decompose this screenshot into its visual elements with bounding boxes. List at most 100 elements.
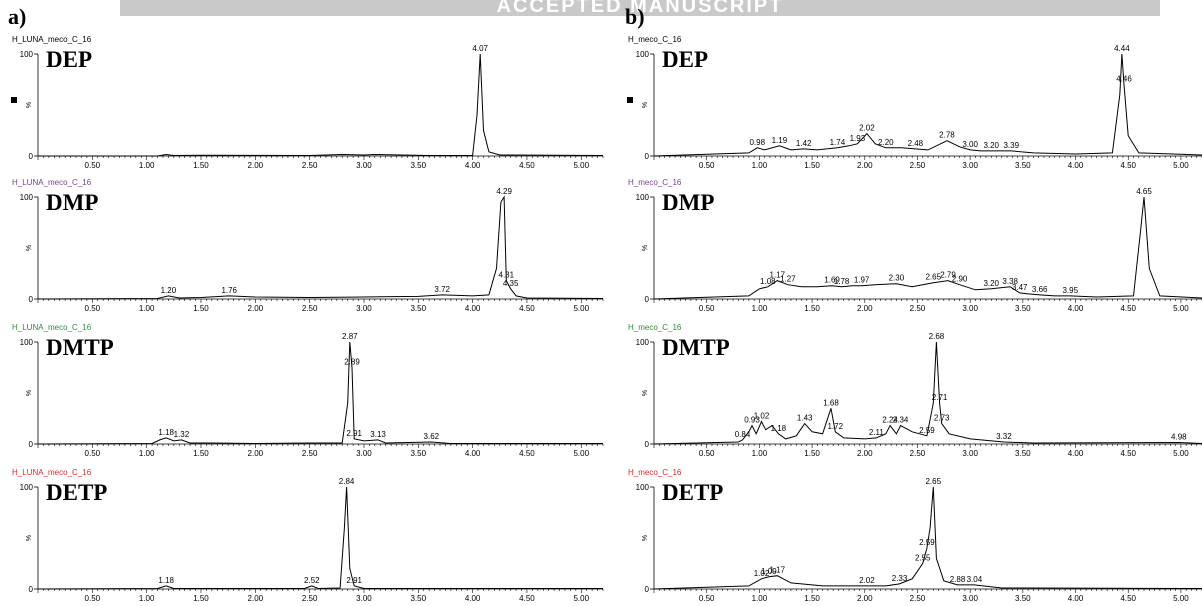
chart-a-dmtp-x-tick-label: 1.00	[139, 449, 155, 458]
chart-b-dmp-x-tick-label: 2.00	[857, 304, 873, 313]
chart-b-dep-peak-label: 1.42	[796, 139, 812, 148]
chart-a-dep-x-tick-label: 4.00	[465, 161, 481, 170]
chart-b-dep-x-tick-label: 1.50	[804, 161, 820, 170]
chart-a-detp-y-axis-unit: %	[26, 535, 33, 541]
chart-a-detp-compound-label: DETP	[46, 480, 107, 505]
chart-b-detp-peak-label: 1.09	[761, 567, 777, 576]
chart-b-detp: H_meco_C_16 DETP 100% 0 0.50 1.00 1.50 2.00 2.50…	[628, 468, 1202, 603]
chart-a-dep-trace	[38, 53, 604, 157]
panel-letter-b: b)	[625, 4, 645, 29]
chart-b-dep-y-tick-label-top: 100	[636, 50, 650, 59]
chart-a-dep-compound-label: DEP	[46, 47, 92, 72]
chart-a-dmtp-y-tick-label-bottom: 0	[29, 440, 34, 449]
chart-b-dmtp-x-tick-label: 4.50	[1120, 449, 1136, 458]
chart-b-dep-peak-label: 2.78	[939, 131, 955, 140]
chart-b-detp-y-axis-unit: %	[642, 535, 649, 541]
chart-b-dmp-y-axis-unit: %	[642, 245, 649, 251]
chart-a-dep-x-tick-label: 1.50	[193, 161, 209, 170]
chart-b-detp-x-tick-label: 1.50	[804, 594, 820, 603]
chart-a-dmtp-x-tick-label: 4.50	[519, 449, 535, 458]
chart-b-dmp-peak-label: 3.47	[1012, 283, 1028, 292]
chart-a-dmtp-peak-label: 1.32	[174, 430, 190, 439]
chart-a-dmtp-x-tick-label: 2.00	[248, 449, 264, 458]
chart-a-dep-x-tick-label: 3.00	[356, 161, 372, 170]
chart-a-dmtp-trace	[37, 341, 603, 445]
chart-b-dmtp-peak-label: 0.84	[735, 430, 751, 439]
chart-b-dmtp-peak-label: 1.02	[754, 412, 770, 421]
chart-b-dmtp-peak-label: 1.72	[827, 422, 843, 431]
chart-a-dep-x-tick-label: 3.50	[410, 161, 426, 170]
chart-a-dmtp-compound-label: DMTP	[46, 335, 114, 360]
chart-b-dmp-x-tick-label: 4.00	[1068, 304, 1084, 313]
watermark-banner: ACCEPTED MANUSCRIPT	[120, 0, 1160, 16]
chart-b-dep-peak-label: 2.02	[859, 124, 875, 133]
chart-a-dmtp-y-axis-unit: %	[26, 390, 33, 396]
chart-b-dmp-trace	[653, 196, 1202, 300]
chart-b-dmp-x-tick-label: 3.00	[962, 304, 978, 313]
chart-a-detp-x-tick-label: 4.00	[465, 594, 481, 603]
chart-a-dmtp-x-tick-label: 2.50	[302, 449, 318, 458]
chart-a-detp: H_LUNA_meco_C_16 DETP 100% 0 0.50 1.00 1.50 2.0…	[12, 468, 604, 603]
chart-b-dmtp-x-tick-label: 3.00	[962, 449, 978, 458]
chart-a-detp-x-tick-label: 5.00	[573, 594, 589, 603]
chart-b-dep-x-tick-label: 4.00	[1068, 161, 1084, 170]
chart-a-dep-y-tick-label-top: 100	[20, 50, 34, 59]
chart-b-detp-x-tick-label: 4.00	[1068, 594, 1084, 603]
chart-b-dmp-x-tick-label: 4.50	[1120, 304, 1136, 313]
chart-a-dep: H_LUNA_meco_C_16 DEP 100% 0 0.50 1.00 1.50 2.00…	[11, 35, 604, 170]
chart-a-dmp-y-axis-unit: %	[26, 245, 33, 251]
chart-a-dmp-x-tick-label: 3.50	[410, 304, 426, 313]
chart-b-dmtp-x-tick-label: 2.00	[857, 449, 873, 458]
chart-b-dmtp-peak-label: 1.43	[797, 414, 813, 423]
chart-a-dmtp-x-tick-label: 0.50	[85, 449, 101, 458]
chart-b-dmtp-peak-label: 2.34	[893, 416, 909, 425]
chart-b-dmp-peak-label: 1.17	[770, 271, 786, 280]
chart-a-detp-peak-label: 1.18	[158, 576, 174, 585]
chart-b-dep-x-tick-label: 3.00	[962, 161, 978, 170]
chart-a-detp-x-tick-label: 4.50	[519, 594, 535, 603]
chart-b-dep-trace-label: H_meco_C_16	[628, 35, 682, 44]
chart-b-dmp-x-tick-label: 1.50	[804, 304, 820, 313]
chart-a-dmp-x-tick-label: 1.00	[139, 304, 155, 313]
chart-b-dep-peak-label: 1.93	[850, 134, 866, 143]
chart-a-dmp-x-tick-label: 2.50	[302, 304, 318, 313]
chart-b-dmtp-peak-label: 2.59	[919, 426, 935, 435]
chart-b-detp-x-tick-label: 2.00	[857, 594, 873, 603]
chart-b-detp-x-tick-label: 2.50	[910, 594, 926, 603]
chart-b-dmtp-x-tick-label: 4.00	[1068, 449, 1084, 458]
chart-b-dmp-peak-label: 2.79	[940, 271, 956, 280]
chart-a-detp-x-tick-label: 2.00	[248, 594, 264, 603]
chart-a-dmtp-y-tick-label-top: 100	[20, 338, 34, 347]
chart-b-dep-peak-label: 2.48	[908, 139, 924, 148]
chart-a-dmtp-peak-label: 3.13	[370, 430, 386, 439]
chart-a-dmtp-x-tick-label: 1.50	[193, 449, 209, 458]
chart-b-dep-marker	[627, 97, 633, 103]
chart-a-dmp-trace-label: H_LUNA_meco_C_16	[12, 178, 92, 187]
chart-b-detp-trace	[653, 486, 1202, 590]
chart-a-dmp-peak-label: 1.20	[161, 286, 177, 295]
chart-b-dmp-compound-label: DMP	[662, 190, 714, 215]
chart-b-dmp-peak-label: 2.65	[925, 273, 941, 282]
chart-a-dep-x-tick-label: 1.00	[139, 161, 155, 170]
chart-a-dmtp-peak-label: 3.62	[424, 432, 440, 441]
chart-a-dmp-peak-label: 4.35	[503, 279, 519, 288]
chart-b-detp-peak-label: 2.55	[915, 554, 931, 563]
chart-b-dmp-peak-label: 1.97	[854, 276, 870, 285]
chart-a-dmtp-x-tick-label: 3.50	[410, 449, 426, 458]
chart-a-dmp-x-tick-label: 0.50	[85, 304, 101, 313]
chart-a-dmtp-peak-label: 1.18	[158, 428, 174, 437]
chart-b-detp-x-tick-label: 1.00	[752, 594, 768, 603]
chart-b-dep-trace	[653, 53, 1202, 157]
chart-a-dep-trace-label: H_LUNA_meco_C_16	[12, 35, 92, 44]
chart-b-detp-compound-label: DETP	[662, 480, 723, 505]
chart-a-dep-x-tick-label: 0.50	[85, 161, 101, 170]
chart-a-dep-x-tick-label: 5.00	[573, 161, 589, 170]
chart-a-detp-y-tick-label-top: 100	[20, 483, 34, 492]
chart-a-dep-y-tick-label-bottom: 0	[29, 152, 34, 161]
chart-a-detp-y-tick-label-bottom: 0	[29, 585, 34, 594]
chart-a-detp-x-tick-label: 1.00	[139, 594, 155, 603]
chart-b-dmp-x-tick-label: 0.50	[699, 304, 715, 313]
chart-b-dmp-trace-label: H_meco_C_16	[628, 178, 682, 187]
chart-a-dmp-peak-label: 1.76	[221, 286, 237, 295]
chart-b-dmtp-peak-label: 0.93	[744, 416, 760, 425]
